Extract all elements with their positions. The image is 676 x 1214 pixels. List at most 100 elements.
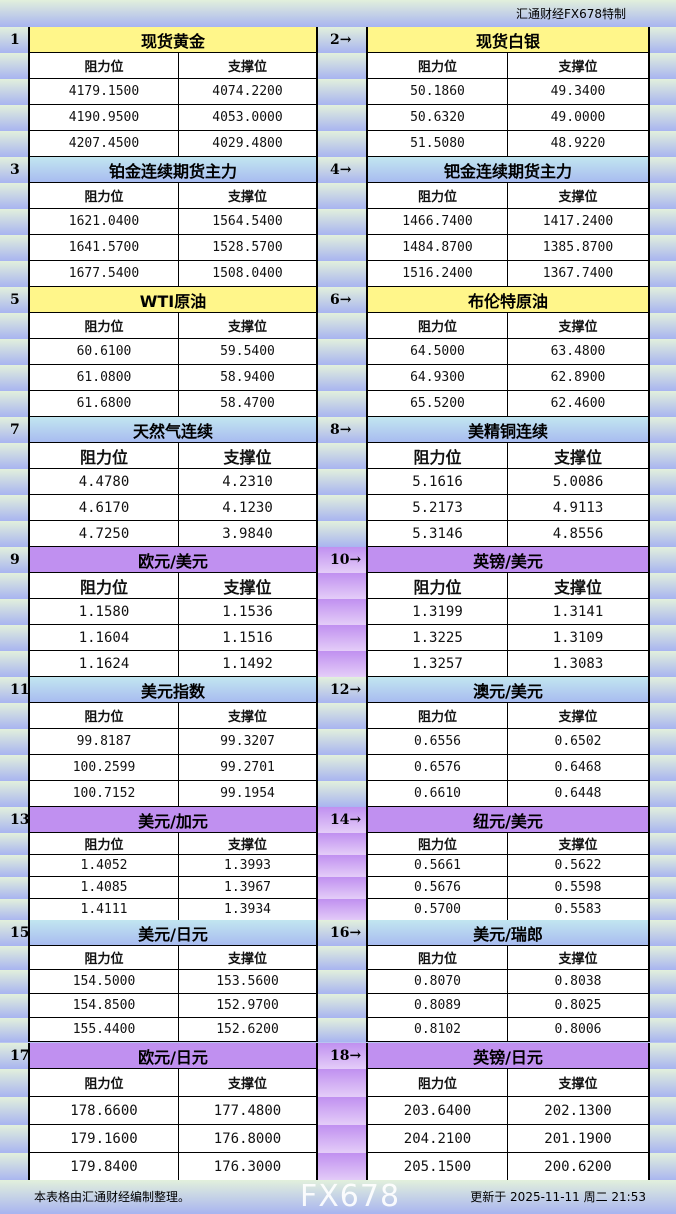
- middle-stripe: [318, 209, 366, 235]
- support-value: 176.3000: [179, 1153, 316, 1181]
- section-number: 14→: [330, 812, 362, 828]
- border: [28, 27, 30, 157]
- support-value: 0.5583: [508, 899, 648, 921]
- side-stripe: [0, 157, 30, 183]
- side-stripe: [0, 27, 30, 53]
- resistance-value: 51.5080: [368, 131, 508, 157]
- border: [316, 287, 318, 417]
- side-stripe: [0, 209, 30, 235]
- support-value: 99.2701: [179, 755, 316, 781]
- resistance-value: 0.5700: [368, 899, 508, 921]
- resistance-value: 0.6610: [368, 781, 508, 807]
- section-number: 2→: [330, 32, 352, 48]
- resistance-value: 4179.1500: [30, 79, 179, 105]
- resistance-header: 阻力位: [368, 1069, 508, 1097]
- support-value: 58.4700: [179, 391, 316, 417]
- support-value: 0.6502: [508, 729, 648, 755]
- middle-stripe: [318, 855, 366, 877]
- border: [28, 547, 30, 677]
- side-stripe: [650, 339, 676, 365]
- resistance-value: 1.3199: [368, 599, 508, 625]
- side-stripe: [650, 105, 676, 131]
- support-header: 支撑位: [508, 443, 648, 469]
- resistance-value: 179.1600: [30, 1125, 179, 1153]
- support-value: 1.1492: [179, 651, 316, 677]
- border: [366, 677, 368, 807]
- side-stripe: [0, 79, 30, 105]
- support-value: 176.8000: [179, 1125, 316, 1153]
- resistance-value: 0.5661: [368, 855, 508, 877]
- side-stripe: [650, 807, 676, 833]
- side-stripe: [0, 183, 30, 209]
- border: [648, 920, 650, 1042]
- side-stripe: [0, 391, 30, 417]
- support-header: 支撑位: [508, 313, 648, 339]
- middle-stripe: [318, 105, 366, 131]
- support-header: 支撑位: [508, 946, 648, 970]
- side-stripe: [650, 287, 676, 313]
- side-stripe: [0, 339, 30, 365]
- resistance-value: 179.8400: [30, 1153, 179, 1181]
- support-value: 62.4600: [508, 391, 648, 417]
- instrument-title: 英镑/美元: [368, 547, 648, 573]
- border: [648, 157, 650, 287]
- footer-bar: [0, 1180, 676, 1214]
- support-header: 支撑位: [179, 703, 316, 729]
- support-value: 1.3141: [508, 599, 648, 625]
- side-stripe: [0, 1043, 30, 1069]
- side-stripe: [650, 1097, 676, 1125]
- middle-stripe: [318, 79, 366, 105]
- border: [28, 1043, 30, 1181]
- support-value: 1.3934: [179, 899, 316, 921]
- resistance-header: 阻力位: [30, 703, 179, 729]
- support-value: 1367.7400: [508, 261, 648, 287]
- middle-stripe: [318, 53, 366, 79]
- middle-stripe: [318, 547, 366, 573]
- side-stripe: [0, 131, 30, 157]
- side-stripe: [0, 261, 30, 287]
- instrument-title: 纽元/美元: [368, 807, 648, 833]
- support-value: 1417.2400: [508, 209, 648, 235]
- resistance-header: 阻力位: [30, 443, 179, 469]
- side-stripe: [650, 53, 676, 79]
- middle-stripe: [318, 970, 366, 994]
- resistance-value: 1.4085: [30, 877, 179, 899]
- border: [28, 157, 30, 287]
- support-value: 62.8900: [508, 365, 648, 391]
- side-stripe: [650, 157, 676, 183]
- border: [28, 287, 30, 417]
- border: [648, 807, 650, 921]
- support-value: 1.3993: [179, 855, 316, 877]
- border: [366, 1043, 368, 1181]
- resistance-value: 1677.5400: [30, 261, 179, 287]
- support-header: 支撑位: [508, 573, 648, 599]
- border: [316, 547, 318, 677]
- side-stripe: [0, 287, 30, 313]
- resistance-value: 178.6600: [30, 1097, 179, 1125]
- instrument-title: 布伦特原油: [368, 287, 648, 313]
- side-stripe: [0, 625, 30, 651]
- side-stripe: [650, 235, 676, 261]
- support-header: 支撑位: [179, 833, 316, 855]
- support-value: 49.0000: [508, 105, 648, 131]
- middle-stripe: [318, 651, 366, 677]
- side-stripe: [650, 1018, 676, 1042]
- border: [648, 547, 650, 677]
- side-stripe: [650, 547, 676, 573]
- middle-stripe: [318, 807, 366, 833]
- resistance-value: 204.2100: [368, 1125, 508, 1153]
- support-value: 3.9840: [179, 521, 316, 547]
- side-stripe: [0, 1125, 30, 1153]
- side-stripe: [650, 1125, 676, 1153]
- resistance-value: 154.5000: [30, 970, 179, 994]
- side-stripe: [650, 495, 676, 521]
- section-number: 17: [10, 1048, 30, 1064]
- support-value: 1564.5400: [179, 209, 316, 235]
- side-stripe: [650, 877, 676, 899]
- side-stripe: [650, 994, 676, 1018]
- support-header: 支撑位: [508, 703, 648, 729]
- support-value: 4.8556: [508, 521, 648, 547]
- middle-stripe: [318, 946, 366, 970]
- instrument-title: 美元/加元: [30, 807, 316, 833]
- border: [316, 1043, 318, 1181]
